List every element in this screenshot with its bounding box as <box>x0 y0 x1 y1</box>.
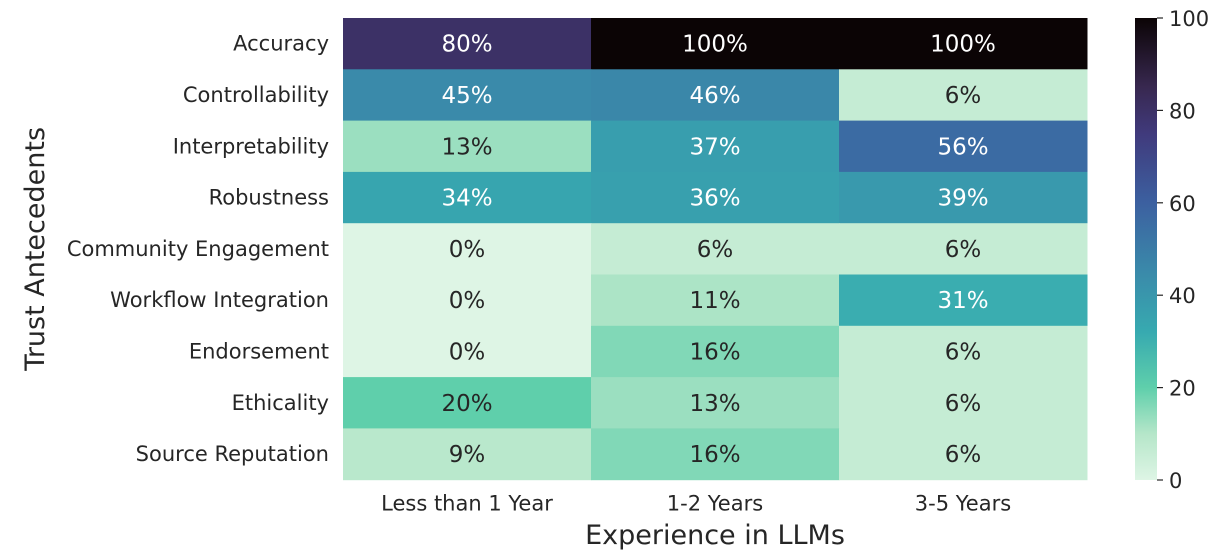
heatmap-cell <box>839 18 1088 70</box>
cell-value-label: 13% <box>689 391 740 417</box>
cell-value-label: 11% <box>689 288 740 314</box>
cell-value-label: 20% <box>441 391 492 417</box>
cell-value-label: 0% <box>449 237 486 263</box>
colorbar-tick-label: 60 <box>1169 192 1196 216</box>
heatmap-cell <box>591 428 840 481</box>
heatmap-cell <box>343 377 592 429</box>
y-axis-label: Trust Antecedents <box>20 127 51 372</box>
cell-value-label: 31% <box>937 288 988 314</box>
x-tick-label: Less than 1 Year <box>381 492 553 516</box>
heatmap-cell <box>591 274 840 327</box>
heatmap-cell <box>839 171 1088 224</box>
heatmap-cell <box>591 377 840 429</box>
heatmap-cell <box>839 223 1088 275</box>
cell-value-label: 56% <box>937 134 988 160</box>
x-tick-label: 1-2 Years <box>667 492 763 516</box>
cell-value-label: 6% <box>945 83 982 109</box>
heatmap-cell <box>839 325 1088 378</box>
heatmap-cell <box>343 120 592 173</box>
cell-value-label: 100% <box>682 32 748 58</box>
cell-value-label: 6% <box>945 391 982 417</box>
heatmap-cell <box>839 428 1088 481</box>
heatmap-cell <box>591 18 840 70</box>
colorbar <box>1135 18 1157 480</box>
y-tick-label: Source Reputation <box>136 442 329 466</box>
heatmap-cell <box>591 69 840 122</box>
y-tick-label: Community Engagement <box>67 237 329 261</box>
heatmap-cell <box>839 69 1088 122</box>
x-axis-label: Experience in LLMs <box>585 520 845 551</box>
cell-value-label: 16% <box>689 442 740 468</box>
heatmap-cell <box>343 325 592 378</box>
colorbar-tick-label: 20 <box>1169 377 1196 401</box>
y-tick-label: Interpretability <box>173 134 329 158</box>
colorbar-tick-label: 100 <box>1169 7 1209 31</box>
heatmap-cells: 80% 100% 100% 45% 46% 6% 13% 37% 56% 34% 36% 39% 0% 6… <box>343 18 1088 481</box>
heatmap-cell <box>591 325 840 378</box>
heatmap-cell <box>591 171 840 224</box>
heatmap-cell <box>343 274 592 327</box>
cell-value-label: 46% <box>689 83 740 109</box>
y-tick-label: Workflow Integration <box>110 288 329 312</box>
cell-value-label: 39% <box>937 186 988 212</box>
cell-value-label: 6% <box>945 442 982 468</box>
x-tick-label: 3-5 Years <box>915 492 1011 516</box>
cell-value-label: 13% <box>441 134 492 160</box>
cell-value-label: 36% <box>689 186 740 212</box>
colorbar-tick-label: 0 <box>1169 469 1182 493</box>
cell-value-label: 6% <box>697 237 734 263</box>
heatmap-cell <box>343 171 592 224</box>
heatmap-cell <box>343 69 592 122</box>
cell-value-label: 9% <box>449 442 486 468</box>
heatmap-cell <box>343 18 592 70</box>
colorbar-tick-label: 40 <box>1169 284 1196 308</box>
y-tick-label: Controllability <box>183 83 329 107</box>
heatmap-cell <box>839 377 1088 429</box>
cell-value-label: 45% <box>441 83 492 109</box>
heatmap-cell <box>343 223 592 275</box>
heatmap-cell <box>839 274 1088 327</box>
cell-value-label: 6% <box>945 339 982 365</box>
cell-value-label: 0% <box>449 339 486 365</box>
x-tick-labels: Less than 1 Year 1-2 Years 3-5 Years <box>381 492 1011 516</box>
cell-value-label: 0% <box>449 288 486 314</box>
heatmap-cell <box>343 428 592 481</box>
cell-value-label: 16% <box>689 339 740 365</box>
cell-value-label: 6% <box>945 237 982 263</box>
y-tick-labels: Accuracy Controllability Interpretability R… <box>67 32 329 466</box>
heatmap-cell <box>591 120 840 173</box>
cell-value-label: 100% <box>930 32 996 58</box>
y-tick-label: Robustness <box>209 186 329 210</box>
y-tick-label: Endorsement <box>189 339 329 363</box>
heatmap-cell <box>839 120 1088 173</box>
heatmap-cell <box>591 223 840 275</box>
y-tick-label: Accuracy <box>233 32 329 56</box>
colorbar-ticks: 0 20 40 60 80 100 <box>1157 7 1209 493</box>
cell-value-label: 80% <box>441 32 492 58</box>
colorbar-tick-label: 80 <box>1169 99 1196 123</box>
cell-value-label: 34% <box>441 186 492 212</box>
y-tick-label: Ethicality <box>232 391 329 415</box>
cell-value-label: 37% <box>689 134 740 160</box>
